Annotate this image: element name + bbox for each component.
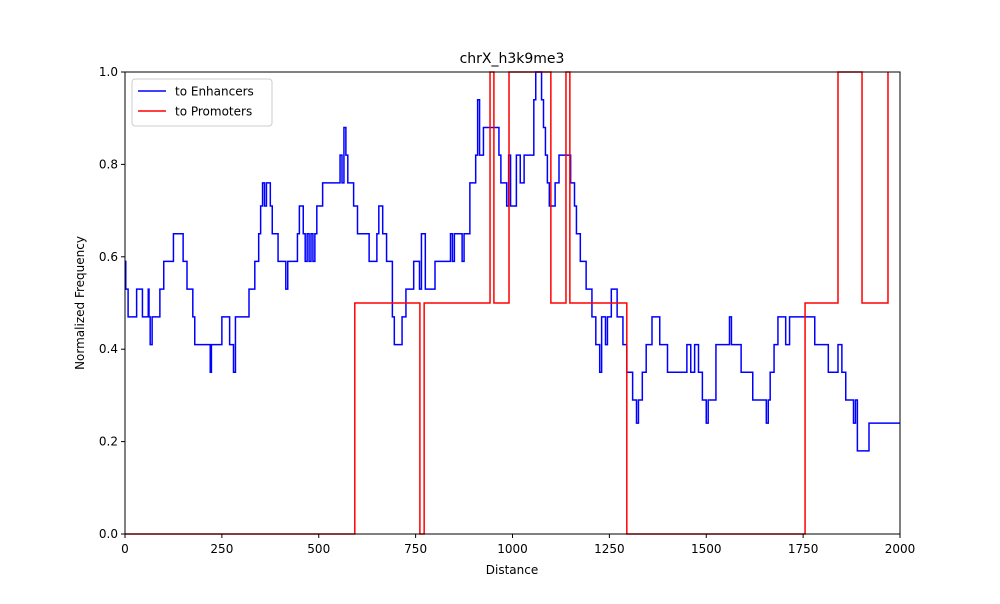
x-tick-label: 750	[404, 542, 427, 556]
y-tick-label: 0.2	[99, 435, 118, 449]
legend-box	[131, 78, 273, 127]
data-line	[125, 71, 900, 452]
x-tick-label: 2000	[885, 542, 916, 556]
chart-title: chrX_h3k9me3	[460, 51, 565, 67]
y-tick-label: 0.0	[99, 527, 118, 541]
x-tick-label: 1250	[594, 542, 625, 556]
x-axis-label: Distance	[486, 563, 538, 577]
legend-label: to Enhancers	[175, 85, 254, 99]
y-axis-label: Normalized Frequency	[73, 236, 87, 370]
x-tick-label: 500	[307, 542, 330, 556]
y-tick-label: 0.4	[99, 342, 118, 356]
y-tick-label: 0.8	[99, 157, 118, 171]
x-tick-label: 1000	[497, 542, 528, 556]
x-tick-label: 250	[210, 542, 233, 556]
legend-label: to Promoters	[175, 105, 252, 119]
y-tick-label: 0.6	[99, 250, 118, 264]
y-tick-label: 1.0	[99, 65, 118, 79]
x-tick-label: 1750	[788, 542, 819, 556]
x-tick-label: 0	[121, 542, 129, 556]
legend: to Enhancers to Promoters	[131, 78, 273, 127]
x-tick-label: 1500	[691, 542, 722, 556]
